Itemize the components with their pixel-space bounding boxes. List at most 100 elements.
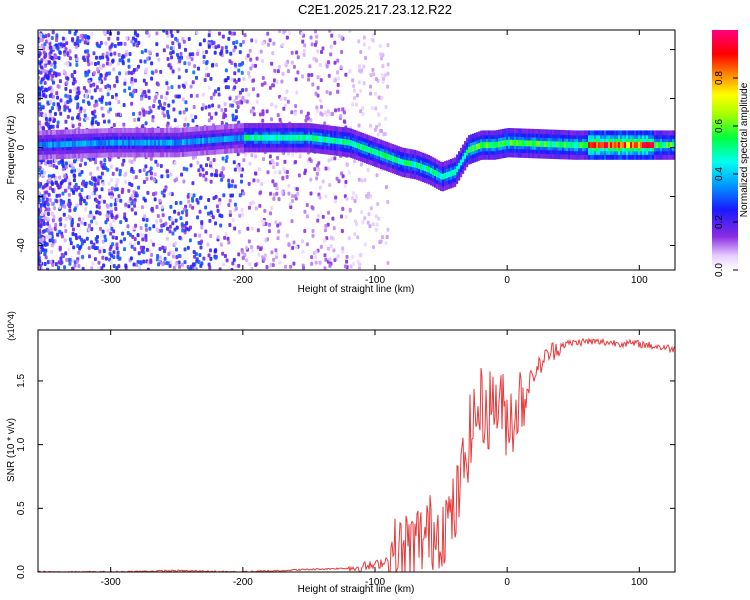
heatmap-cell [50, 249, 54, 254]
heatmap-cell [228, 222, 232, 227]
heatmap-cell [332, 248, 336, 253]
heatmap-cell [158, 198, 162, 203]
heatmap-cell [424, 165, 427, 172]
heatmap-cell [518, 140, 521, 146]
heatmap-cell [310, 205, 314, 210]
heatmap-cell [76, 115, 80, 120]
heatmap-cell [466, 149, 469, 156]
heatmap-cell [572, 142, 575, 148]
heatmap-cell [540, 140, 543, 147]
heatmap-cell [86, 49, 90, 54]
heatmap-cell [157, 105, 161, 110]
heatmap-cell [488, 142, 491, 149]
heatmap-cell [154, 69, 158, 74]
heatmap-cell [566, 141, 569, 148]
heatmap-cell [232, 40, 236, 45]
heatmap-cell [227, 178, 231, 183]
heatmap-cell [293, 159, 297, 164]
heatmap-cell [114, 235, 118, 240]
heatmap-cell [176, 139, 179, 146]
heatmap-cell [55, 33, 59, 38]
heatmap-cell [270, 250, 274, 255]
heatmap-cell [574, 142, 577, 149]
heatmap-cell [241, 39, 245, 44]
heatmap-cell [88, 195, 92, 200]
heatmap-cell [273, 170, 277, 175]
heatmap-cell [48, 197, 52, 202]
heatmap-cell [112, 263, 116, 268]
heatmap-cell [186, 122, 190, 127]
colorbar-tick-label: 0.6 [714, 119, 725, 133]
heatmap-cell [188, 238, 192, 243]
heatmap-cell [71, 231, 75, 236]
heatmap-cell [308, 64, 312, 69]
heatmap-cell [426, 165, 429, 172]
heatmap-cell [184, 100, 188, 105]
heatmap-cell [283, 103, 287, 108]
heatmap-cell [50, 62, 54, 67]
heatmap-cell [201, 103, 205, 108]
heatmap-cell [46, 211, 50, 216]
heatmap-cell [87, 246, 91, 251]
heatmap-cell [362, 35, 366, 40]
heatmap-cell [115, 167, 119, 172]
heatmap-cell [228, 135, 231, 142]
heatmap-cell [196, 138, 199, 145]
heatmap-cell [143, 198, 147, 203]
heatmap-cell [118, 168, 122, 173]
heatmap-cell [83, 161, 87, 166]
heatmap-cell [261, 118, 265, 123]
heatmap-cell [162, 193, 166, 198]
heatmap-cell [378, 150, 381, 157]
heatmap-cell [362, 42, 366, 47]
heatmap-cell [352, 95, 356, 100]
heatmap-cell [102, 30, 106, 35]
heatmap-cell [280, 79, 284, 84]
heatmap-cell [112, 255, 116, 260]
heatmap-cell [66, 94, 70, 99]
heatmap-cell [250, 108, 254, 113]
heatmap-cell [359, 109, 363, 114]
heatmap-cell [43, 203, 47, 208]
heatmap-cell [239, 42, 243, 47]
heatmap-cell [432, 168, 435, 175]
heatmap-cell [87, 254, 91, 259]
heatmap-cell [66, 141, 69, 148]
heatmap-cell [134, 38, 138, 43]
heatmap-cell [506, 139, 509, 146]
heatmap-cell [89, 210, 93, 215]
heatmap-cell [202, 256, 206, 261]
heatmap-cell [231, 113, 235, 118]
heatmap-cell [218, 197, 222, 202]
heatmap-cell [82, 85, 86, 90]
heatmap-cell [526, 140, 529, 147]
heatmap-cell [42, 50, 46, 55]
heatmap-cell [402, 159, 405, 166]
heatmap-cell [290, 110, 294, 115]
heatmap-cell [117, 52, 121, 57]
heatmap-cell [162, 106, 166, 111]
heatmap-cell [216, 235, 220, 240]
heatmap-cell [121, 187, 125, 192]
heatmap-cell [444, 172, 447, 179]
heatmap-cell [333, 40, 337, 45]
heatmap-cell [74, 232, 78, 237]
heatmap-cell [246, 134, 249, 141]
heatmap-cell [256, 93, 260, 98]
heatmap-cell [261, 75, 265, 80]
heatmap-cell [221, 174, 225, 179]
heatmap-cell [86, 140, 89, 147]
heatmap-cell [328, 183, 332, 188]
heatmap-cell [52, 173, 56, 178]
heatmap-cell [130, 201, 134, 206]
heatmap-cell [341, 107, 345, 112]
heatmap-cell [40, 170, 44, 175]
heatmap-cell [281, 175, 285, 180]
heatmap-cell [108, 139, 111, 146]
heatmap-cell [61, 162, 65, 167]
heatmap-cell [68, 89, 72, 94]
heatmap-cell [40, 211, 44, 216]
heatmap-cell [114, 215, 118, 220]
heatmap-cell [68, 261, 72, 266]
heatmap-cell [309, 35, 313, 40]
